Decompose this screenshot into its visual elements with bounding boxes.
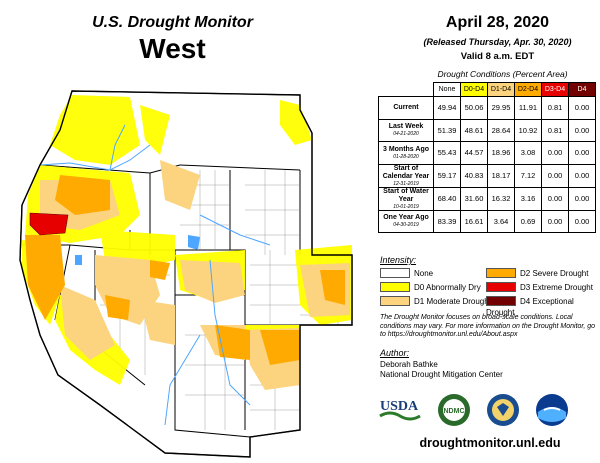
table-cell: 18.17 xyxy=(487,163,515,188)
table-cell: 0.00 xyxy=(568,163,596,188)
table-row: Last Week 04-21-2020 51.39 48.61 28.64 10… xyxy=(378,118,596,142)
table-row: Start of Calendar Year 12-31-2019 59.17 4… xyxy=(378,163,596,188)
author-heading: Author: xyxy=(380,348,410,358)
legend-item-d3: D3 Extreme Drought xyxy=(486,282,593,293)
legend-item-d1: D1 Moderate Drought xyxy=(380,296,491,307)
legend-swatch xyxy=(486,296,516,306)
legend-item-d2: D2 Severe Drought xyxy=(486,268,588,279)
table-cell: 0.00 xyxy=(541,141,569,165)
legend-swatch xyxy=(486,282,516,292)
table-cell: 16.32 xyxy=(487,186,515,211)
table-caption: Drought Conditions (Percent Area) xyxy=(437,69,568,79)
table-row: Current 49.94 50.06 29.95 11.91 0.81 0.0… xyxy=(378,96,596,120)
table-cell: 18.96 xyxy=(487,141,515,165)
table-row: 3 Months Ago 01-28-2020 55.43 44.57 18.96… xyxy=(378,141,596,165)
website-url[interactable]: droughtmonitor.unl.edu xyxy=(419,436,561,450)
row-label: Start of Calendar Year 12-31-2019 xyxy=(378,163,434,188)
table-cell: 0.69 xyxy=(514,209,542,233)
table-cell: 0.81 xyxy=(541,118,569,142)
table-cell: 44.57 xyxy=(460,141,488,165)
lake-tahoe xyxy=(75,255,82,265)
legend-item-none: None xyxy=(380,268,433,279)
table-cell: 0.00 xyxy=(568,118,596,142)
table-cell: 11.91 xyxy=(514,96,542,120)
table-cell: 3.64 xyxy=(487,209,515,233)
table-cell: 55.43 xyxy=(433,141,461,165)
table-cell: 0.00 xyxy=(541,186,569,211)
table-cell: 68.40 xyxy=(433,186,461,211)
table-cell: 59.17 xyxy=(433,163,461,188)
table-row: Start of Water Year 10-01-2019 68.40 31.6… xyxy=(378,186,596,211)
col-header: D2-D4 xyxy=(514,82,542,97)
table-cell: 0.00 xyxy=(541,163,569,188)
table-cell: 83.39 xyxy=(433,209,461,233)
rivers xyxy=(39,124,271,426)
table-header-row: None D0-D4 D1-D4 D2-D4 D3-D4 D4 xyxy=(379,82,596,97)
table-cell: 29.95 xyxy=(487,96,515,120)
table-cell: 51.39 xyxy=(433,118,461,142)
row-label: Start of Water Year 10-01-2019 xyxy=(378,186,434,211)
author-org: National Drought Mitigation Center xyxy=(380,370,503,379)
table-cell: 3.08 xyxy=(514,141,542,165)
row-label: Last Week 04-21-2020 xyxy=(378,118,434,142)
legend-swatch xyxy=(380,296,410,306)
table-corner xyxy=(379,83,434,97)
legend-item-d0: D0 Abnormally Dry xyxy=(380,282,481,293)
svg-text:NDMC: NDMC xyxy=(444,408,465,415)
table-row: One Year Ago 04-30-2019 83.39 16.61 3.64 … xyxy=(378,209,596,233)
author-name: Deborah Bathke xyxy=(380,360,438,369)
map-date: April 28, 2020 xyxy=(445,14,550,31)
table-cell: 0.00 xyxy=(568,186,596,211)
table-cell: 16.61 xyxy=(460,209,488,233)
row-label: 3 Months Ago 01-28-2020 xyxy=(378,141,434,165)
legend-swatch xyxy=(486,268,516,278)
table-cell: 0.00 xyxy=(568,141,596,165)
valid-time: Valid 8 a.m. EDT xyxy=(460,51,535,62)
legend-swatch xyxy=(380,282,410,292)
usda-logo: USDA xyxy=(379,399,421,421)
map-title: U.S. Drought Monitor xyxy=(92,14,253,31)
legend-heading: Intensity: xyxy=(380,255,417,265)
commerce-seal-icon xyxy=(487,394,519,426)
legend-item-d4: D4 Exceptional Drought xyxy=(486,296,574,317)
table-cell: 50.06 xyxy=(460,96,488,120)
table-cell: 0.00 xyxy=(568,96,596,120)
drought-conditions-table: None D0-D4 D1-D4 D2-D4 D3-D4 D4 Current … xyxy=(378,82,596,233)
table-cell: 0.00 xyxy=(568,209,596,233)
table-cell: 0.00 xyxy=(541,209,569,233)
table-cell: 48.61 xyxy=(460,118,488,142)
col-header: D0-D4 xyxy=(460,82,488,97)
col-header: None xyxy=(433,82,461,97)
table-cell: 31.60 xyxy=(460,186,488,211)
table-cell: 40.83 xyxy=(460,163,488,188)
d3-area xyxy=(29,212,69,236)
noaa-logo-icon xyxy=(536,394,568,426)
col-header: D3-D4 xyxy=(541,82,569,97)
region-border xyxy=(19,90,353,458)
release-date: (Released Thursday, Apr. 30, 2020) xyxy=(423,37,572,47)
table-cell: 10.92 xyxy=(514,118,542,142)
table-cell: 3.16 xyxy=(514,186,542,211)
author-info: Deborah Bathke National Drought Mitigati… xyxy=(380,360,503,380)
d2-areas xyxy=(25,175,345,365)
table-cell: 0.81 xyxy=(541,96,569,120)
table-cell: 28.64 xyxy=(487,118,515,142)
row-label: One Year Ago 04-30-2019 xyxy=(378,209,434,233)
row-label: Current xyxy=(378,96,434,120)
drought-map xyxy=(19,90,353,458)
partner-logos: USDA NDMC xyxy=(379,394,568,426)
ndmc-logo: NDMC xyxy=(438,394,470,426)
region-title: West xyxy=(139,33,206,64)
legend-swatch xyxy=(380,268,410,278)
great-salt-lake xyxy=(188,235,200,250)
col-header: D1-D4 xyxy=(487,82,515,97)
info-note: The Drought Monitor focuses on broad-sca… xyxy=(380,314,596,339)
table-cell: 49.94 xyxy=(433,96,461,120)
col-header: D4 xyxy=(568,82,596,97)
table-cell: 7.12 xyxy=(514,163,542,188)
svg-text:USDA: USDA xyxy=(380,399,419,414)
